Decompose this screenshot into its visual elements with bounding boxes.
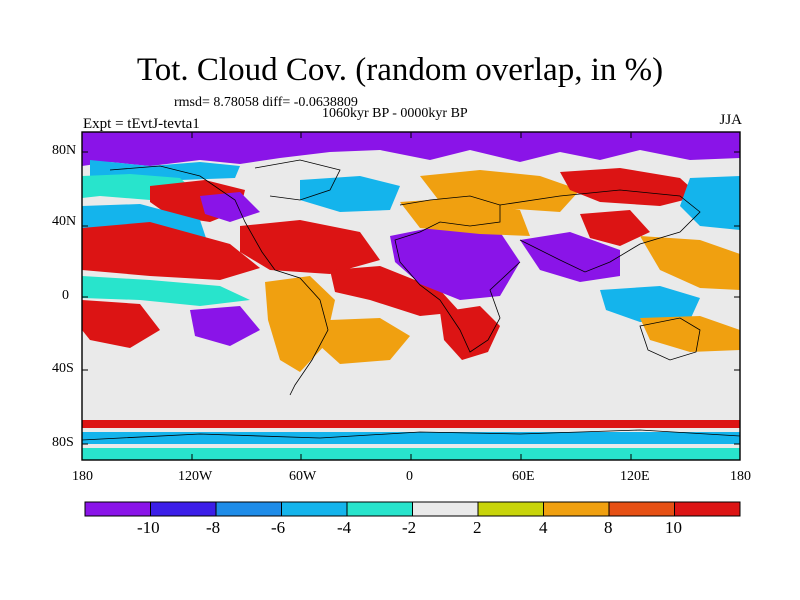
equatorial-pacific-faint: [82, 276, 250, 306]
north-atlantic-positive: [240, 220, 380, 274]
colorbar-label-neg6: -6: [271, 518, 286, 537]
colorbar-bin-2: [150, 502, 216, 516]
sahara-negative: [390, 226, 520, 300]
colorbar-bin-8: [543, 502, 609, 516]
lat-tick-80s: 80S: [52, 435, 74, 450]
axis-ticks: [82, 132, 740, 460]
europe-positive: [400, 198, 530, 236]
lat-tick-80n: 80N: [52, 143, 77, 158]
southern-africa-positive: [440, 306, 500, 360]
central-pacific-positive: [82, 222, 260, 280]
lon-tick-180e: 180: [730, 469, 751, 484]
tropical-atlantic-positive: [330, 266, 460, 316]
stats-label: rmsd= 8.78058 diff= -0.0638809: [174, 95, 358, 110]
colorbar: [84, 501, 741, 517]
coastlines: [82, 159, 740, 441]
colorbar-label-2: 2: [473, 518, 482, 537]
arctic-negative-region: [82, 132, 740, 166]
south-america-positive: [265, 276, 335, 372]
colorbar-bin-6: [412, 502, 478, 516]
lon-tick-60e: 60E: [512, 469, 535, 484]
lon-tick-180w: 180: [72, 469, 93, 484]
colorbar-label-neg10: -10: [137, 518, 160, 537]
colorbar-label-4: 4: [539, 518, 548, 537]
lat-tick-40s: 40S: [52, 361, 74, 376]
south-asia-negative: [520, 232, 620, 282]
west-pacific-positive: [640, 236, 740, 290]
lon-tick-120w: 120W: [178, 469, 213, 484]
colorbar-label-neg8: -8: [206, 518, 221, 537]
antarctic-light-band: [82, 432, 740, 444]
lon-tick-120e: 120E: [620, 469, 650, 484]
colorbar-bin-3: [216, 502, 282, 516]
lon-tick-0: 0: [406, 469, 413, 484]
colorbar-bin-5: [347, 502, 413, 516]
lat-tick-0: 0: [62, 288, 69, 303]
south-atlantic-positive: [320, 318, 410, 364]
east-pacific-negative: [190, 306, 260, 346]
north-atlantic-light: [300, 176, 400, 212]
tibet-positive: [580, 210, 650, 246]
period-label: 1060kyr BP - 0000kyr BP: [322, 106, 468, 121]
colorbar-bin-4: [281, 502, 347, 516]
siberia-positive: [560, 168, 700, 206]
colorbar-label-10: 10: [665, 518, 682, 537]
cloud-cover-anomaly-field: [82, 132, 740, 460]
colorbar-label-8: 8: [604, 518, 613, 537]
southern-ocean-positive: [82, 420, 740, 428]
maritime-continent-light: [600, 286, 700, 322]
north-america-negative: [200, 192, 260, 222]
colorbar-bin-10: [674, 502, 740, 516]
experiment-label: Expt = tEvtJ-tevta1: [83, 116, 200, 132]
season-label: JJA: [719, 112, 742, 128]
colorbar-label-neg4: -4: [337, 518, 352, 537]
south-pacific-positive: [82, 300, 160, 348]
colorbar-bin-1: [85, 502, 151, 516]
lat-tick-40n: 40N: [52, 214, 77, 229]
colorbar-bin-9: [609, 502, 675, 516]
colorbar-label-neg2: -2: [402, 518, 417, 537]
australia-region-positive: [640, 316, 740, 352]
lon-tick-60w: 60W: [289, 469, 317, 484]
colorbar-bin-7: [478, 502, 544, 516]
map-title: Tot. Cloud Cov. (random overlap, in %): [136, 52, 664, 88]
